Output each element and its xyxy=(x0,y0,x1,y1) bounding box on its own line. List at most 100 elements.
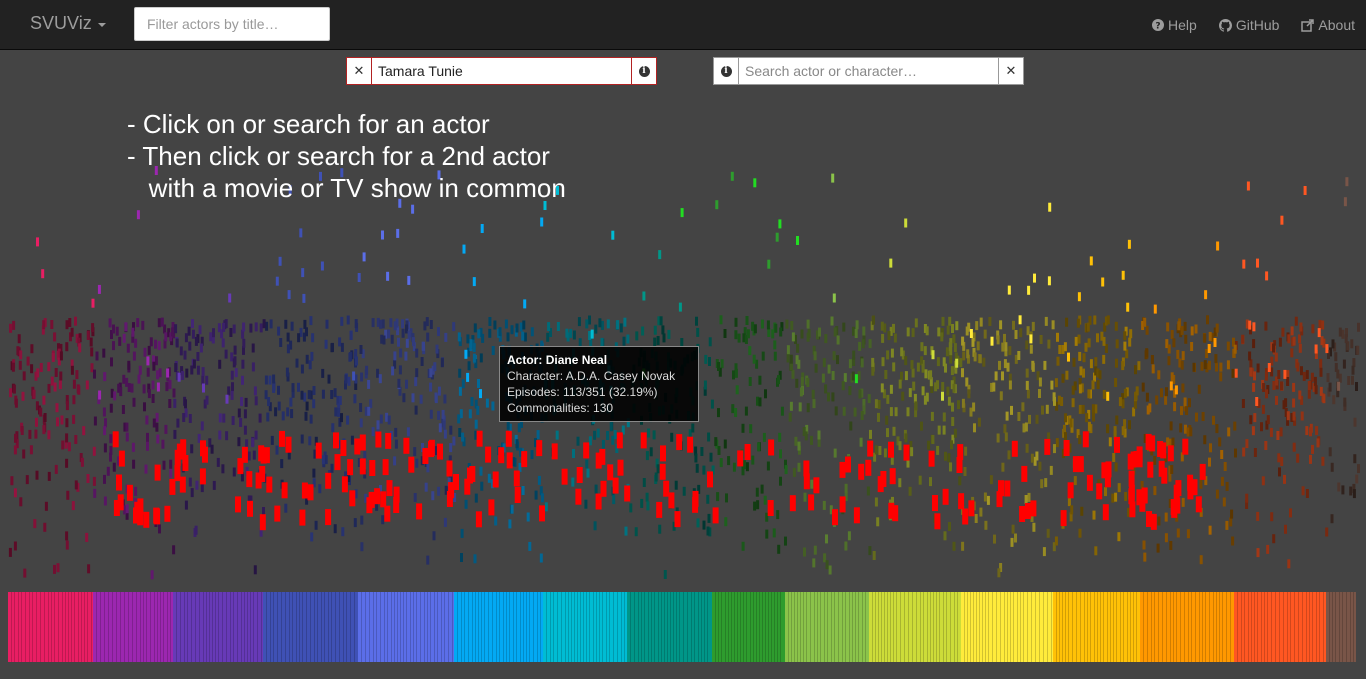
actor-mark[interactable] xyxy=(184,333,188,343)
actor-mark[interactable] xyxy=(156,370,160,380)
palette-stripe[interactable] xyxy=(380,592,381,662)
actor-mark[interactable] xyxy=(287,450,291,460)
actor-mark[interactable] xyxy=(1264,441,1268,450)
actor-mark[interactable] xyxy=(1222,497,1226,507)
actor-mark[interactable] xyxy=(1270,342,1274,352)
actor-mark[interactable] xyxy=(1278,337,1282,347)
actor-mark[interactable] xyxy=(723,329,727,338)
palette-stripe[interactable] xyxy=(1000,592,1001,662)
palette-stripe[interactable] xyxy=(878,592,879,662)
palette-stripe[interactable] xyxy=(496,592,497,662)
actor-mark[interactable] xyxy=(1123,419,1127,429)
actor-mark[interactable] xyxy=(1261,404,1265,414)
actor-mark[interactable] xyxy=(1286,416,1290,426)
actor-mark[interactable] xyxy=(86,331,90,340)
actor-mark[interactable] xyxy=(125,504,129,514)
actor-mark[interactable] xyxy=(297,382,300,392)
palette-stripe[interactable] xyxy=(533,592,534,662)
actor-mark[interactable] xyxy=(572,330,576,340)
actor-mark[interactable] xyxy=(1078,377,1082,387)
palette-stripe[interactable] xyxy=(728,592,729,662)
palette-stripe[interactable] xyxy=(253,592,254,662)
actor-mark[interactable] xyxy=(1053,396,1056,406)
highlighted-actor-mark[interactable] xyxy=(539,505,545,522)
actor-mark[interactable] xyxy=(889,407,893,417)
highlighted-actor-mark[interactable] xyxy=(164,505,171,522)
actor-mark[interactable] xyxy=(109,434,113,444)
actor-mark[interactable] xyxy=(353,394,357,404)
actor-mark[interactable] xyxy=(184,500,188,510)
actor-mark[interactable] xyxy=(1280,215,1284,225)
actor-mark[interactable] xyxy=(1208,331,1212,341)
actor-mark[interactable] xyxy=(1233,344,1237,354)
actor-mark[interactable] xyxy=(908,486,912,496)
actor-mark[interactable] xyxy=(877,400,881,409)
palette-stripe[interactable] xyxy=(420,592,421,662)
actor-mark[interactable] xyxy=(75,370,79,380)
actor-mark[interactable] xyxy=(1025,368,1029,378)
actor-mark[interactable] xyxy=(312,468,316,478)
actor-mark[interactable] xyxy=(1230,509,1234,519)
palette-stripe[interactable] xyxy=(343,592,344,662)
highlighted-actor-mark[interactable] xyxy=(521,451,528,468)
actor-mark[interactable] xyxy=(976,341,980,351)
actor-mark[interactable] xyxy=(709,452,713,462)
palette-stripe[interactable] xyxy=(936,592,937,662)
highlighted-actor-mark[interactable] xyxy=(958,493,965,510)
actor-mark[interactable] xyxy=(534,490,538,500)
actor-mark[interactable] xyxy=(1264,321,1268,331)
actor-mark[interactable] xyxy=(1031,362,1035,372)
palette-stripe[interactable] xyxy=(557,592,558,662)
actor-mark[interactable] xyxy=(420,456,424,466)
actor-mark[interactable] xyxy=(347,376,351,386)
actor-mark[interactable] xyxy=(652,430,656,440)
actor-mark[interactable] xyxy=(1165,387,1168,397)
actor-mark[interactable] xyxy=(151,380,155,390)
actor-mark[interactable] xyxy=(1169,381,1173,391)
highlighted-actor-mark[interactable] xyxy=(340,440,347,456)
actor-mark[interactable] xyxy=(849,421,853,431)
actor-mark[interactable] xyxy=(82,426,86,436)
actor-mark[interactable] xyxy=(152,361,156,371)
actor-mark[interactable] xyxy=(175,371,179,381)
actor-mark[interactable] xyxy=(1264,371,1268,381)
actor-mark[interactable] xyxy=(1024,495,1028,504)
palette-stripe[interactable] xyxy=(1298,592,1299,662)
palette-stripe[interactable] xyxy=(1271,592,1272,662)
actor-mark[interactable] xyxy=(854,329,858,338)
palette-stripe[interactable] xyxy=(1222,592,1223,662)
actor-mark[interactable] xyxy=(275,276,279,286)
actor-mark[interactable] xyxy=(615,444,619,453)
actor-mark[interactable] xyxy=(1047,339,1051,349)
actor-mark[interactable] xyxy=(890,455,894,465)
actor-mark[interactable] xyxy=(468,409,472,419)
palette-stripe[interactable] xyxy=(943,592,944,662)
actor-mark[interactable] xyxy=(874,497,878,507)
highlighted-actor-mark[interactable] xyxy=(576,467,583,483)
actor-mark[interactable] xyxy=(233,356,237,366)
highlighted-actor-mark[interactable] xyxy=(349,490,356,507)
actor-mark[interactable] xyxy=(523,299,527,309)
actor-mark[interactable] xyxy=(212,328,215,338)
actor-mark[interactable] xyxy=(842,406,846,416)
palette-stripe[interactable] xyxy=(1213,592,1214,662)
highlighted-actor-mark[interactable] xyxy=(237,458,244,475)
palette-stripe[interactable] xyxy=(1051,592,1052,662)
actor-mark[interactable] xyxy=(359,345,363,354)
actor-mark[interactable] xyxy=(807,329,811,339)
actor-mark[interactable] xyxy=(773,340,777,350)
highlighted-actor-mark[interactable] xyxy=(259,466,266,482)
actor-mark[interactable] xyxy=(1199,555,1203,565)
actor-mark[interactable] xyxy=(47,471,51,481)
actor-mark[interactable] xyxy=(430,370,434,380)
actor-mark[interactable] xyxy=(585,319,589,329)
highlighted-actor-mark[interactable] xyxy=(247,500,253,517)
actor-mark[interactable] xyxy=(1082,353,1086,363)
actor-mark[interactable] xyxy=(154,356,158,366)
actor-mark[interactable] xyxy=(828,565,832,575)
actor-mark[interactable] xyxy=(952,376,956,386)
actor-mark[interactable] xyxy=(14,398,18,408)
actor-mark[interactable] xyxy=(231,382,234,392)
actor-mark[interactable] xyxy=(286,372,290,382)
actor-mark[interactable] xyxy=(394,427,398,437)
